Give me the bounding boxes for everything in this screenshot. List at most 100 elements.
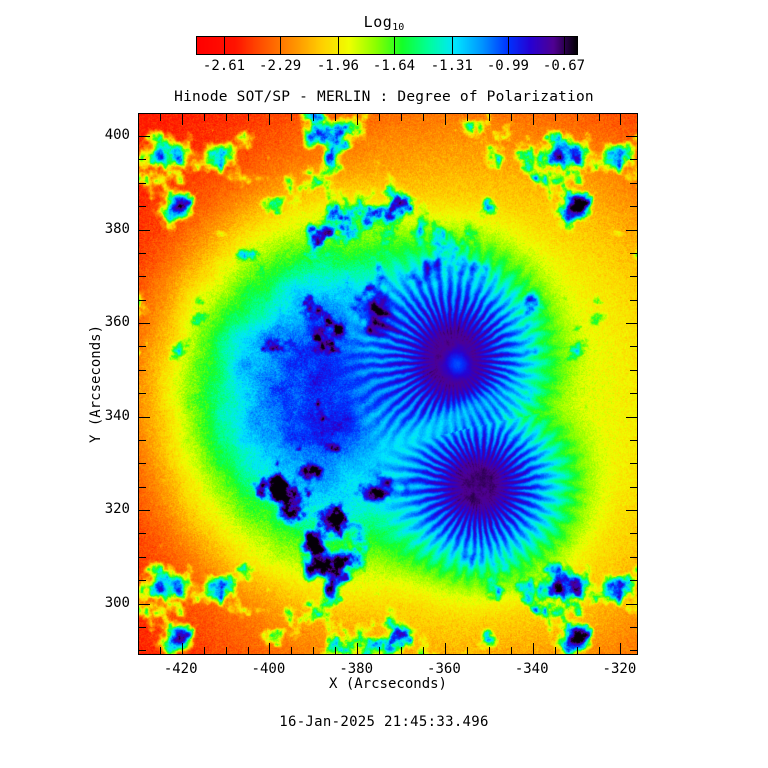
axis-tick-top (159, 114, 161, 121)
axis-tick-right (630, 580, 637, 582)
axis-tick-bottom (159, 647, 161, 654)
axis-tick-right (630, 439, 637, 441)
axis-tick-right (630, 299, 637, 301)
y-tick-label: 300 (104, 594, 130, 611)
plot-area (138, 113, 638, 655)
axis-tick-bottom (576, 647, 578, 654)
axis-tick-bottom (554, 647, 556, 654)
axis-tick-left (139, 252, 146, 254)
axis-tick-right (630, 626, 637, 628)
axis-tick-left (139, 136, 150, 137)
axis-tick-right (630, 533, 637, 535)
colorbar-tick (280, 36, 282, 55)
axis-tick-right (626, 323, 637, 325)
axis-tick-bottom (247, 647, 249, 654)
axis-tick-right (630, 463, 637, 465)
colorbar-tick (451, 36, 453, 55)
colorbar-tick (224, 36, 225, 55)
axis-tick-right (630, 276, 637, 278)
axis-tick-bottom (510, 647, 512, 654)
colorbar-gradient (196, 36, 578, 55)
axis-tick-left (139, 580, 146, 582)
axis-tick-top (554, 114, 556, 121)
axis-tick-bottom (203, 647, 205, 654)
axis-tick-right (630, 252, 637, 254)
axis-tick-left (139, 626, 146, 628)
axis-tick-left (139, 393, 146, 395)
axis-tick-bottom (401, 647, 403, 654)
axis-tick-right (630, 486, 637, 488)
axis-tick-top (379, 114, 381, 121)
axis-tick-top (181, 114, 183, 125)
axis-tick-bottom (357, 643, 359, 654)
x-tick-label: -400 (251, 661, 286, 677)
axis-tick-bottom (598, 647, 600, 654)
axis-tick-right (630, 393, 637, 395)
axis-tick-top (225, 114, 227, 121)
axis-tick-left (139, 206, 146, 208)
axis-tick-bottom (181, 643, 183, 654)
axis-tick-top (510, 114, 512, 121)
colorbar (196, 36, 578, 55)
axis-tick-top (488, 114, 490, 121)
axis-tick-right (630, 556, 637, 558)
colorbar-tick-label: -2.29 (259, 58, 302, 74)
y-axis-label-text: Y (Arcseconds) (88, 324, 104, 444)
colorbar-title: Log10 (0, 13, 768, 33)
colorbar-tick (394, 36, 395, 55)
colorbar-title-subscript: 10 (392, 22, 405, 33)
y-tick-label: 380 (104, 220, 130, 237)
x-axis-label: X (Arcseconds) (328, 676, 447, 692)
axis-tick-top (620, 114, 622, 125)
colorbar-tick (337, 36, 339, 55)
colorbar-tick-label: -2.61 (202, 58, 246, 74)
axis-tick-right (630, 369, 637, 371)
axis-tick-left (139, 439, 146, 441)
axis-tick-bottom (423, 647, 424, 654)
axis-tick-left (139, 556, 146, 558)
axis-tick-left (139, 299, 146, 301)
axis-tick-left (139, 276, 146, 278)
axis-tick-right (626, 229, 637, 231)
axis-tick-top (576, 114, 578, 121)
axis-tick-bottom (620, 643, 622, 654)
axis-tick-bottom (313, 647, 315, 654)
x-tick-label: -340 (514, 661, 549, 677)
y-tick-label: 320 (104, 501, 130, 518)
plot-title: Hinode SOT/SP - MERLIN : Degree of Polar… (174, 89, 594, 105)
y-tick-label: 340 (104, 407, 130, 424)
axis-tick-left (139, 486, 146, 488)
axis-tick-top (335, 114, 337, 121)
axis-tick-top (598, 114, 600, 121)
polarization-heatmap-image (139, 114, 637, 654)
colorbar-tick (564, 36, 565, 55)
axis-tick-right (626, 136, 637, 137)
axis-tick-left (139, 603, 150, 605)
axis-tick-bottom (269, 643, 271, 654)
y-tick-label: 360 (104, 314, 130, 331)
axis-tick-left (139, 346, 146, 348)
axis-tick-top (291, 114, 293, 121)
axis-tick-left (139, 533, 146, 535)
colorbar-tick-label: -1.64 (372, 58, 416, 74)
axis-tick-top (401, 114, 403, 121)
axis-tick-left (139, 369, 146, 371)
axis-tick-left (139, 463, 146, 465)
axis-tick-right (626, 510, 637, 512)
axis-tick-right (630, 159, 637, 161)
axis-tick-top (466, 114, 468, 121)
axis-tick-top (357, 114, 359, 125)
axis-tick-right (626, 416, 637, 418)
axis-tick-left (139, 182, 146, 184)
axis-tick-top (423, 114, 424, 121)
axis-tick-bottom (532, 643, 534, 654)
axis-tick-bottom (335, 647, 337, 654)
axis-tick-right (630, 206, 637, 208)
axis-tick-top (532, 114, 534, 125)
axis-tick-bottom (466, 647, 468, 654)
colorbar-tick (507, 36, 509, 55)
axis-tick-left (139, 650, 146, 652)
axis-tick-bottom (444, 643, 446, 654)
axis-tick-bottom (488, 647, 490, 654)
